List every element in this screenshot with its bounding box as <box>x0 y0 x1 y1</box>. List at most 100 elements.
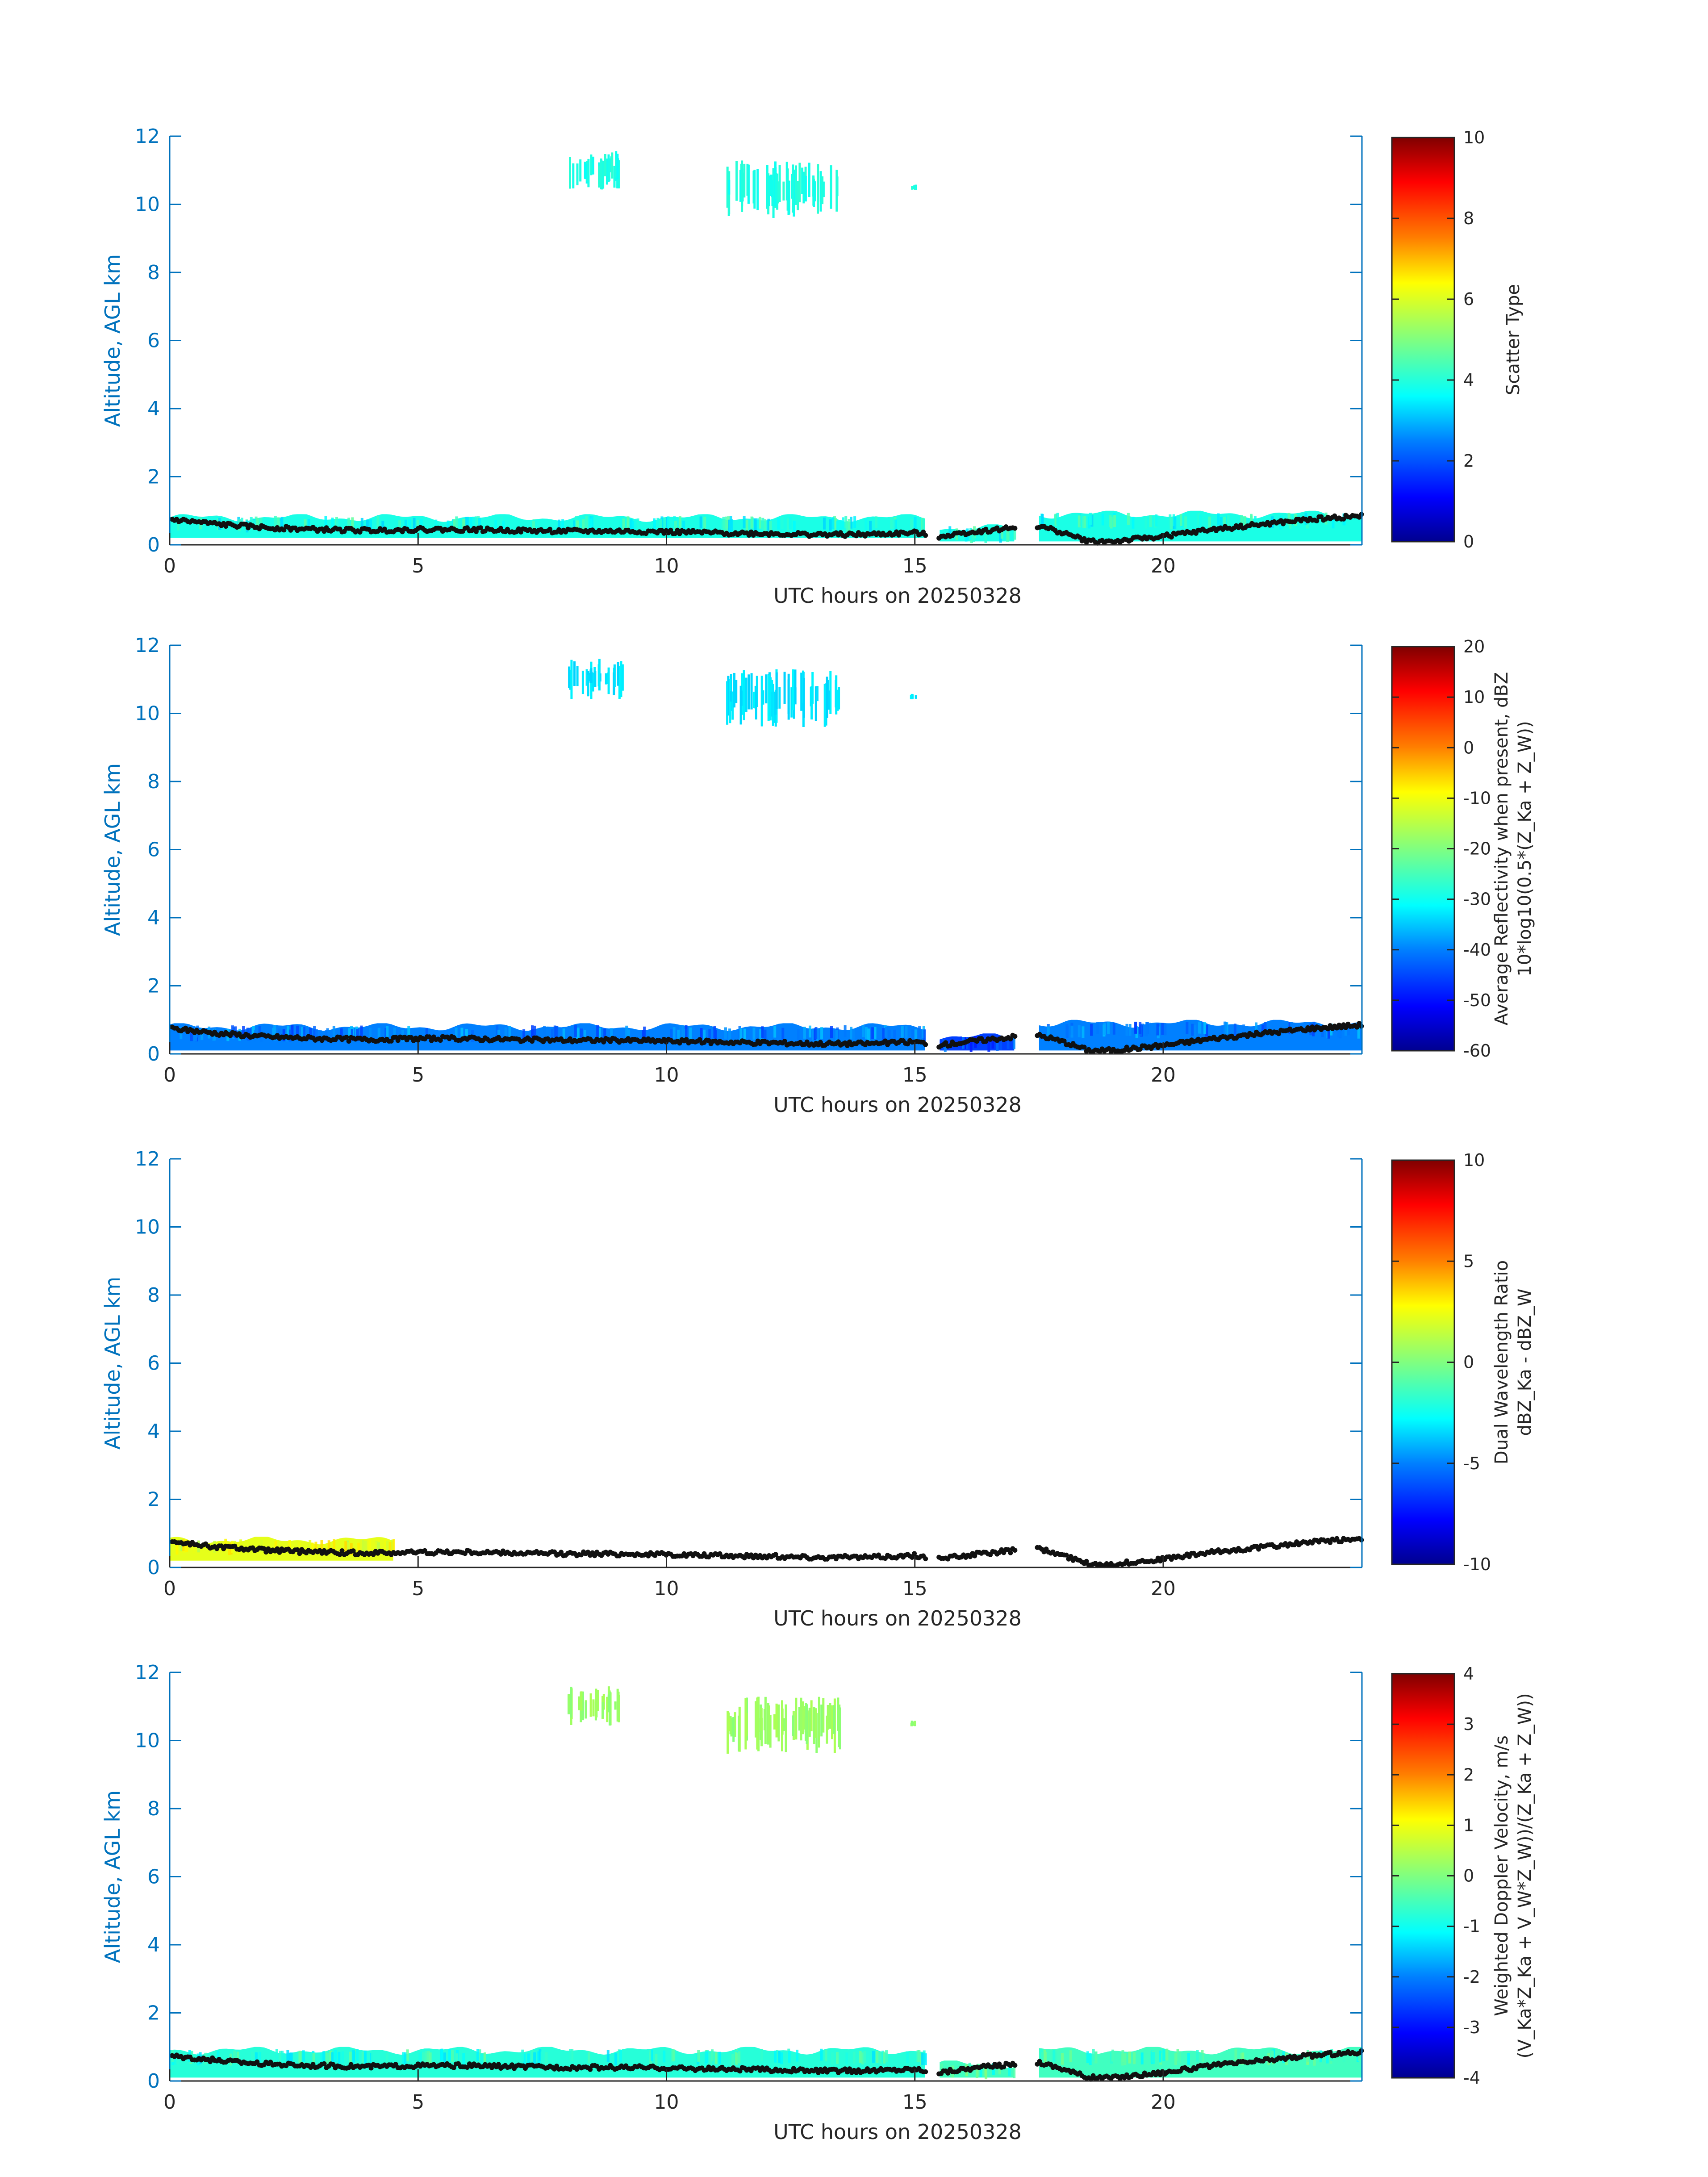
texture-stroke <box>876 2051 879 2063</box>
x-tick-label: 15 <box>902 1064 927 1086</box>
texture-stroke <box>852 1028 855 1041</box>
cirrus-streak <box>728 1718 731 1731</box>
texture-stroke <box>659 519 662 531</box>
texture-stroke <box>728 2052 731 2064</box>
texture-stroke <box>1047 1026 1050 1038</box>
y-tick-label: 6 <box>147 330 160 352</box>
cloud-base-dot <box>1186 1041 1192 1046</box>
texture-stroke <box>906 2051 909 2064</box>
colorbar-label: Weighted Doppler Velocity, m/s (V_Ka*Z_Ka… <box>1491 1693 1535 2058</box>
texture-stroke <box>663 517 666 529</box>
texture-stroke <box>682 520 685 533</box>
cirrus-streak <box>911 186 914 190</box>
cirrus-streak <box>739 170 742 202</box>
texture-stroke <box>420 519 423 531</box>
y-tick-label: 10 <box>135 193 160 216</box>
texture-stroke <box>883 2052 886 2064</box>
cloud-base-dot <box>261 1546 267 1551</box>
texture-stroke <box>440 2048 443 2061</box>
texture-stroke <box>242 1026 245 1038</box>
cirrus-streak <box>911 694 914 699</box>
cloud-base-dot <box>322 2061 327 2066</box>
texture-stroke <box>1127 513 1130 525</box>
texture-stroke <box>1148 1023 1151 1035</box>
cloud-base-dot <box>1354 1024 1360 1030</box>
x-tick-label: 10 <box>654 2091 679 2114</box>
texture-stroke <box>466 517 469 529</box>
cirrus-streak <box>586 161 589 181</box>
texture-stroke <box>508 1026 511 1038</box>
texture-stroke <box>275 2049 278 2061</box>
x-tick-label: 15 <box>902 1577 927 1600</box>
texture-stroke <box>1187 2053 1190 2065</box>
texture-stroke <box>357 1542 360 1555</box>
texture-stroke <box>1180 514 1182 526</box>
colorbar-tick-label: 0 <box>1463 1353 1474 1372</box>
texture-stroke <box>1092 2049 1095 2061</box>
texture-stroke <box>776 2050 779 2062</box>
texture-stroke <box>1338 1025 1341 1038</box>
cirrus-streak <box>746 163 749 196</box>
colorbar-tick-label: -3 <box>1463 2018 1480 2037</box>
texture-stroke <box>384 1539 387 1552</box>
texture-stroke <box>1177 2053 1180 2065</box>
texture-stroke <box>759 1029 762 1041</box>
colorbar-label-line: 10*log10(0.5*(Z_Ka + Z_W)) <box>1515 721 1535 976</box>
cirrus-streak <box>833 1705 835 1734</box>
texture-stroke <box>404 519 407 532</box>
cirrus-streak <box>599 673 601 682</box>
colorbar-gradient <box>1391 1673 1455 2079</box>
cirrus-streak <box>835 170 838 212</box>
texture-stroke <box>359 1540 362 1552</box>
texture-stroke <box>1272 2049 1275 2061</box>
cirrus-patch <box>910 694 917 699</box>
cirrus-streak <box>823 684 826 727</box>
texture-stroke <box>797 1029 800 1041</box>
cloud-base-dot <box>1061 1038 1067 1044</box>
texture-stroke <box>672 2049 676 2061</box>
cloud-base-dot <box>697 1037 702 1042</box>
cirrus-streak <box>590 668 593 683</box>
colorbar-gradient <box>1391 137 1455 543</box>
texture-stroke <box>255 2052 258 2064</box>
texture-stroke <box>754 518 757 531</box>
texture-stroke <box>730 519 733 531</box>
cirrus-streak <box>755 1701 757 1738</box>
texture-stroke <box>341 2051 344 2064</box>
texture-stroke <box>923 1029 926 1041</box>
cloud-base-dot <box>923 2069 928 2074</box>
texture-stroke <box>1013 1037 1015 1049</box>
cloud-base-dot <box>344 1035 349 1040</box>
cirrus-streak <box>915 695 917 699</box>
cirrus-streak <box>831 1705 833 1739</box>
texture-stroke <box>969 1040 973 1052</box>
texture-stroke <box>356 1029 359 1041</box>
texture-stroke <box>619 516 622 528</box>
texture-stroke <box>176 518 180 531</box>
cirrus-streak <box>750 673 753 710</box>
texture-stroke <box>596 1025 599 1037</box>
texture-stroke <box>349 2052 352 2064</box>
texture-stroke <box>711 2049 714 2061</box>
texture-stroke <box>1113 515 1116 527</box>
texture-stroke <box>280 517 284 529</box>
texture-stroke <box>531 1025 534 1037</box>
texture-stroke <box>1271 2050 1274 2063</box>
texture-stroke <box>774 2050 777 2063</box>
texture-stroke <box>1233 1024 1236 1036</box>
texture-stroke <box>279 2051 282 2063</box>
y-tick-label: 2 <box>147 1488 160 1511</box>
texture-stroke <box>326 1028 329 1040</box>
texture-stroke <box>725 520 728 532</box>
texture-stroke <box>1000 526 1003 539</box>
texture-stroke <box>1089 513 1092 525</box>
cirrus-streak <box>594 671 597 687</box>
heatmap-fill <box>170 151 1362 543</box>
texture-stroke <box>708 1029 711 1041</box>
x-tick-label: 0 <box>163 1064 176 1086</box>
cloud-base-dot <box>1082 536 1087 541</box>
cirrus-streak <box>597 664 600 686</box>
cloud-base-dot <box>1341 516 1346 522</box>
texture-stroke <box>404 2052 407 2064</box>
cloud-base-dot <box>1012 1034 1018 1039</box>
